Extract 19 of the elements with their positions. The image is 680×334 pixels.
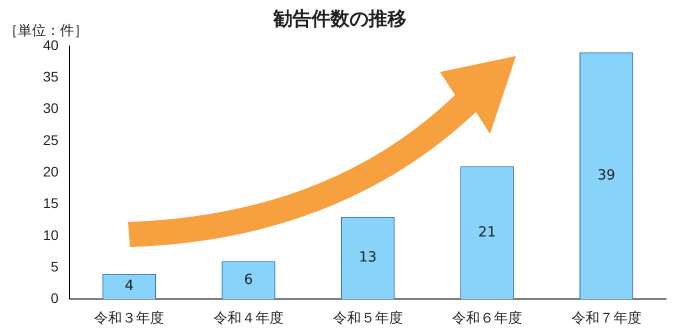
y-tick-label: 25 bbox=[42, 132, 59, 148]
chart-title: 勧告件数の推移 bbox=[274, 8, 406, 30]
x-tick-label: 令和３年度 bbox=[94, 309, 164, 326]
x-tick-label: 令和７年度 bbox=[571, 309, 642, 326]
x-tick-label: 令和６年度 bbox=[452, 309, 522, 326]
data-label: 6 bbox=[244, 272, 254, 288]
y-tick-label: 20 bbox=[42, 163, 59, 180]
y-tick-label: 10 bbox=[42, 226, 59, 243]
x-tick-label: 令和４年度 bbox=[214, 309, 284, 326]
y-tick-label: 15 bbox=[42, 195, 59, 212]
y-tick-label: 5 bbox=[50, 258, 59, 274]
data-label: 21 bbox=[478, 224, 496, 240]
data-label: 13 bbox=[358, 250, 377, 266]
y-tick-label: 35 bbox=[42, 68, 59, 85]
data-label: 39 bbox=[597, 167, 616, 184]
data-label: 4 bbox=[124, 278, 134, 294]
x-tick-label: 令和５年度 bbox=[332, 309, 403, 326]
y-tick-label: 30 bbox=[42, 100, 59, 116]
y-tick-label: 0 bbox=[50, 290, 59, 306]
